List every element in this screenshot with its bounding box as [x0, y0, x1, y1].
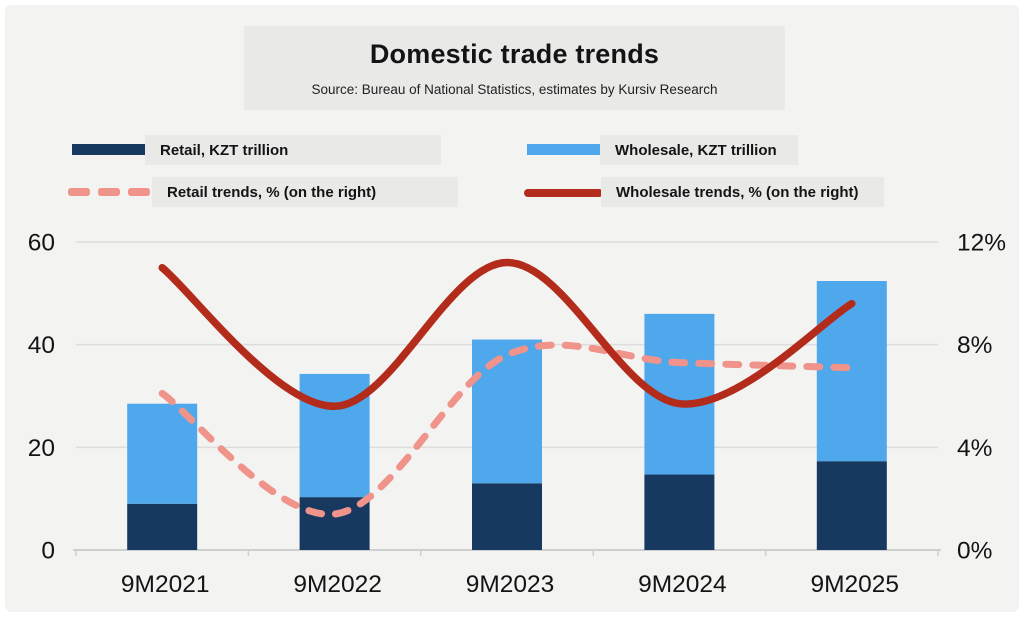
wholesale-bar-segment — [472, 339, 542, 484]
right-axis-label: 8% — [957, 332, 992, 359]
legend-wholesale-bar: Wholesale, KZT trillion — [600, 135, 798, 165]
dash-segment — [68, 188, 90, 196]
left-axis-label: 40 — [28, 332, 55, 359]
chart-source: Source: Bureau of National Statistics, e… — [311, 82, 718, 97]
dash-segment — [98, 188, 120, 196]
legend-wholesale-line-label: Wholesale trends, % (on the right) — [616, 183, 859, 201]
left-axis-label: 0 — [41, 538, 55, 565]
retail-bar-segment — [127, 503, 198, 550]
wholesale-bar-segment — [127, 403, 198, 504]
right-axis-label: 12% — [957, 230, 1006, 257]
dash-segment — [128, 188, 150, 196]
chart-title: Domestic trade trends — [369, 39, 660, 69]
right-axis-label: 0% — [957, 538, 992, 565]
retail-bar-segment — [644, 474, 715, 550]
retail-bar-segment — [816, 461, 887, 550]
legend-retail-line: Retail trends, % (on the right) — [152, 177, 458, 207]
legend-retail-bar-label: Retail, KZT trillion — [160, 141, 289, 159]
wholesale-bar-swatch — [527, 144, 600, 155]
chart-panel: Domestic trade trends Source: Bureau of … — [5, 5, 1019, 612]
left-axis-label: 20 — [28, 435, 55, 462]
retail-bar-swatch — [72, 144, 145, 155]
right-axis-label: 4% — [957, 435, 992, 462]
wholesale-bar-segment — [299, 373, 370, 498]
wholesale-trend-line — [158, 258, 856, 411]
wholesale-bar-segment — [816, 281, 887, 462]
x-axis-category-label: 9M2025 — [811, 571, 900, 598]
left-axis-label: 60 — [28, 230, 55, 257]
retail-line-swatch — [68, 188, 150, 196]
x-axis-category-label: 9M2024 — [638, 571, 727, 598]
combo-chart: 0 20 40 60 0% 4% 8% 12% 9M2021 9M2022 9M2023 9M2024… — [28, 230, 1006, 599]
retail-bar-segment — [472, 483, 542, 550]
x-axis-category-label: 9M2023 — [466, 571, 555, 598]
retail-trend-line — [158, 341, 856, 518]
x-axis-category-label: 9M2022 — [293, 571, 382, 598]
x-axis-category-label: 9M2021 — [121, 571, 210, 598]
title-box: Domestic trade trends Source: Bureau of … — [244, 26, 785, 110]
wholesale-line-swatch — [524, 189, 603, 197]
legend-wholesale-bar-label: Wholesale, KZT trillion — [615, 141, 777, 159]
legend-wholesale-line: Wholesale trends, % (on the right) — [601, 177, 884, 207]
legend-retail-bar: Retail, KZT trillion — [145, 135, 441, 165]
legend-retail-line-label: Retail trends, % (on the right) — [167, 183, 377, 201]
